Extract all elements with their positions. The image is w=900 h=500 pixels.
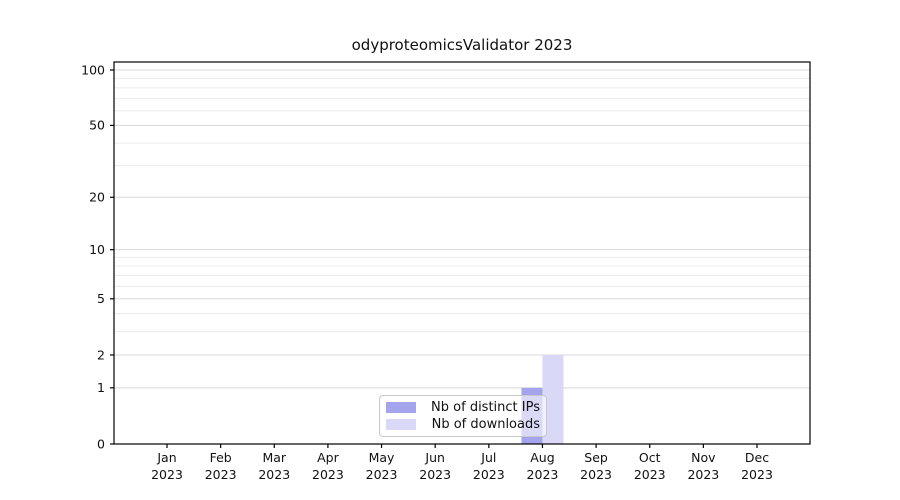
y-tick-label: 0 [97,436,105,451]
x-tick-label-month: Jan [156,450,176,465]
x-tick-label-month: Feb [210,450,232,465]
legend-item-distinct-ips: Nb of distinct IPs [386,399,540,416]
x-tick-label-year: 2023 [580,467,612,482]
x-tick-label-year: 2023 [366,467,398,482]
x-tick-label-year: 2023 [687,467,719,482]
x-tick-label-month: Nov [691,450,716,465]
y-tick-label: 20 [89,190,105,205]
x-tick-label-month: Jun [424,450,445,465]
legend-label-distinct-ips: Nb of distinct IPs [431,399,540,415]
plot-frame [113,61,811,445]
y-tick-label: 50 [89,118,105,133]
x-tick-label-year: 2023 [151,467,183,482]
x-tick-label-year: 2023 [419,467,451,482]
legend-swatch-downloads [386,419,416,431]
legend-swatch-distinct-ips [386,401,416,413]
bar-aug-downloads [542,354,564,444]
x-tick-label-year: 2023 [205,467,237,482]
x-tick-label-month: Aug [530,450,554,465]
chart-title: odyproteomicsValidator 2023 [351,36,573,54]
x-tick-label-month: Sep [584,450,608,465]
x-tick-label-year: 2023 [741,467,773,482]
y-tick-label: 10 [89,242,105,257]
x-tick-label-month: Jul [480,450,496,465]
y-tick-label: 1 [97,380,105,395]
x-tick-label-month: Dec [745,450,769,465]
y-tick-label: 5 [97,291,105,306]
x-tick-label-month: Apr [317,450,339,465]
x-tick-label-month: Oct [639,450,661,465]
legend-item-downloads: Nb of downloads [386,416,540,433]
x-tick-label-month: May [369,450,395,465]
x-tick-label-year: 2023 [527,467,559,482]
x-tick-label-month: Mar [262,450,286,465]
x-tick-label-year: 2023 [634,467,666,482]
x-tick-label-year: 2023 [258,467,290,482]
y-tick-label: 100 [81,62,105,77]
x-tick-label-year: 2023 [312,467,344,482]
legend-label-downloads: Nb of downloads [431,417,540,433]
y-tick-label: 2 [97,347,105,362]
legend: Nb of distinct IPs Nb of downloads [379,395,547,437]
x-tick-label-year: 2023 [473,467,505,482]
